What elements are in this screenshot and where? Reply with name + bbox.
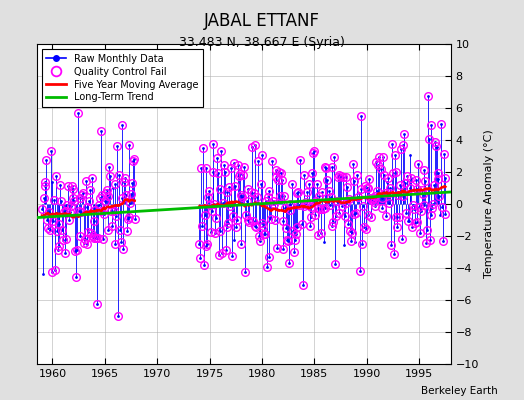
Text: Berkeley Earth: Berkeley Earth [421, 386, 498, 396]
Y-axis label: Temperature Anomaly (°C): Temperature Anomaly (°C) [484, 130, 495, 278]
Text: 33.483 N, 38.667 E (Syria): 33.483 N, 38.667 E (Syria) [179, 36, 345, 49]
Text: JABAL ETTANF: JABAL ETTANF [204, 12, 320, 30]
Legend: Raw Monthly Data, Quality Control Fail, Five Year Moving Average, Long-Term Tren: Raw Monthly Data, Quality Control Fail, … [41, 49, 203, 107]
